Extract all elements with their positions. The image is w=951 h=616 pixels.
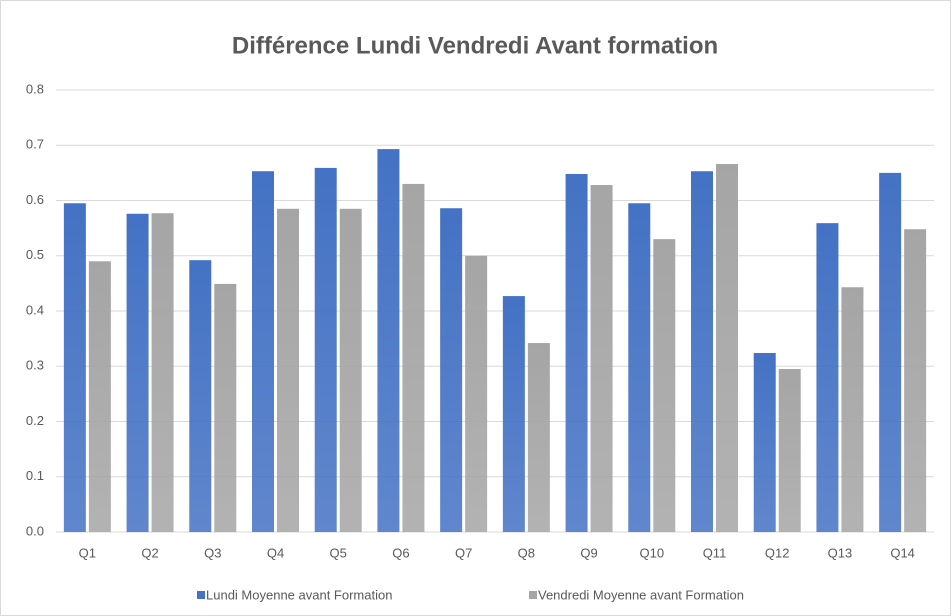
y-tick-label: 0.2 (26, 413, 44, 428)
bar (716, 164, 738, 532)
bar (502, 296, 525, 532)
x-tick-label: Q12 (765, 545, 790, 560)
bar (753, 352, 776, 532)
bar (277, 208, 299, 532)
bar (527, 343, 550, 532)
y-tick-label: 0.0 (26, 523, 44, 538)
y-tick-label: 0.5 (26, 247, 44, 262)
bar (339, 208, 362, 532)
bar (189, 260, 212, 532)
bar (691, 171, 713, 532)
bar (440, 208, 463, 533)
bar (565, 173, 588, 533)
y-tick-label: 0.7 (26, 137, 44, 152)
x-tick-label: Q13 (828, 545, 853, 560)
x-tick-label: Q4 (267, 545, 284, 560)
x-tick-label: Q7 (455, 545, 472, 560)
bar (63, 203, 86, 532)
bar (402, 183, 425, 533)
x-tick-label: Q14 (890, 545, 915, 560)
bar (816, 223, 839, 532)
x-tick-label: Q3 (204, 545, 221, 560)
bar (88, 261, 111, 532)
bar (377, 149, 400, 532)
bar (126, 213, 149, 532)
bar (465, 255, 488, 532)
bar (628, 203, 651, 532)
bar (314, 167, 337, 532)
x-tick-label: Q1 (79, 545, 96, 560)
x-tick-label: Q2 (141, 545, 158, 560)
chart-title: Différence Lundi Vendredi Avant formatio… (232, 32, 718, 59)
legend-label: Vendredi Moyenne avant Formation (538, 587, 744, 602)
x-tick-label: Q9 (580, 545, 597, 560)
legend-swatch (197, 591, 205, 599)
bar (904, 229, 927, 533)
bar (590, 185, 613, 532)
bar (252, 171, 274, 532)
legend-label: Lundi Moyenne avant Formation (206, 587, 392, 602)
y-tick-label: 0.6 (26, 192, 44, 207)
x-tick-label: Q10 (639, 545, 664, 560)
bar (879, 172, 902, 532)
x-tick-label: Q11 (703, 545, 727, 560)
x-tick-label: Q8 (518, 545, 535, 560)
y-tick-label: 0.4 (26, 302, 44, 317)
bar (653, 239, 676, 533)
bar (214, 283, 237, 532)
x-tick-label: Q5 (330, 545, 347, 560)
y-tick-label: 0.3 (26, 358, 44, 373)
bar (841, 287, 864, 532)
bar (151, 213, 174, 532)
y-tick-label: 0.8 (26, 81, 44, 96)
x-tick-label: Q6 (392, 545, 409, 560)
y-tick-label: 0.1 (26, 468, 44, 483)
legend-swatch (529, 591, 537, 599)
bar (778, 369, 801, 532)
